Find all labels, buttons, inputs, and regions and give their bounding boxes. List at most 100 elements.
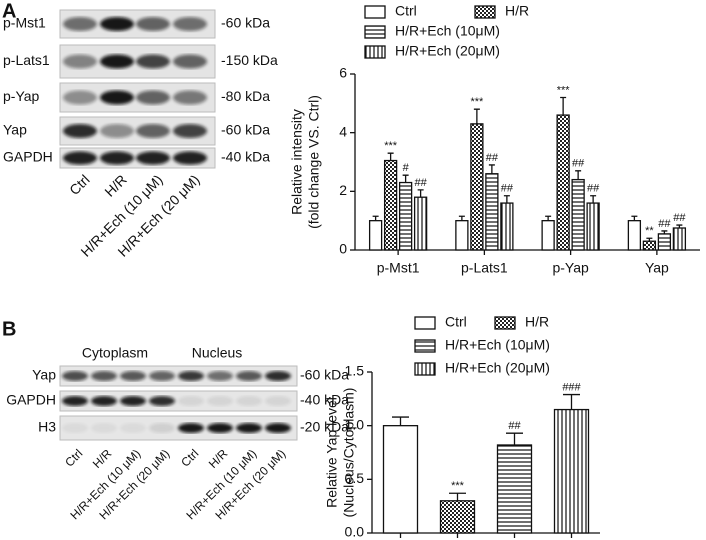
blot-band <box>149 371 175 381</box>
blot-band <box>91 396 117 406</box>
error-bar <box>458 215 465 221</box>
x-tick-label: p-Yap <box>552 260 589 276</box>
blot-band <box>136 54 170 69</box>
bar <box>439 500 476 534</box>
y-tick-label: 0.0 <box>345 524 365 540</box>
blot-band <box>173 54 207 69</box>
bar <box>553 408 590 534</box>
y-axis-label: (fold change VS. Ctrl) <box>306 95 322 229</box>
legend-label: H/R+Ech (20μM) <box>445 360 550 376</box>
blot-band <box>136 17 170 31</box>
blot-band <box>63 151 97 165</box>
bar <box>398 181 413 251</box>
blot-band <box>236 371 262 381</box>
blot-size-label: -40 kDa <box>300 392 349 408</box>
bar <box>556 114 570 251</box>
bar <box>586 202 600 251</box>
blot-band <box>149 423 175 433</box>
blot-band <box>63 90 97 105</box>
blot-row-label: GAPDH <box>3 149 53 165</box>
blot-band <box>178 423 204 433</box>
bar <box>541 220 555 251</box>
legend-label: H/R+Ech (20μM) <box>395 43 500 59</box>
blot-row-label: p-Mst1 <box>3 15 46 31</box>
legend-swatch <box>364 5 386 19</box>
error-bar <box>503 195 510 204</box>
lane-label: Ctrl <box>178 446 201 469</box>
x-tick-label: p-Lats1 <box>461 260 508 276</box>
blot-band <box>178 371 204 381</box>
blot-size-label: -150 kDa <box>221 52 278 68</box>
blot-band <box>173 90 207 105</box>
x-tick-label: Yap <box>645 260 669 276</box>
legend-swatch <box>474 5 496 19</box>
bar <box>413 196 428 251</box>
error-bar <box>575 170 582 180</box>
legend-label: H/R <box>525 314 549 330</box>
y-tick-label: 6 <box>339 65 347 81</box>
blot-size-label: -60 kDa <box>221 122 270 138</box>
error-bar <box>372 215 379 221</box>
blot-band <box>100 90 134 105</box>
legend-label: H/R+Ech (10μM) <box>445 337 550 353</box>
blot-band <box>63 54 97 69</box>
blot-size-label: -80 kDa <box>221 88 270 104</box>
legend-swatch <box>494 316 516 330</box>
blot-band <box>62 371 88 381</box>
error-bar <box>563 393 580 410</box>
blot-band <box>207 423 233 433</box>
y-tick-label: 0.5 <box>345 470 365 486</box>
significance: ## <box>673 212 686 224</box>
legend-label: H/R+Ech (10μM) <box>395 23 500 39</box>
blot-size-label: -40 kDa <box>221 149 270 165</box>
y-axis-label: Relative intensity <box>289 109 305 215</box>
blot-row-label: GAPDH <box>6 392 56 408</box>
blot-band <box>236 396 262 406</box>
blot-size-label: -60 kDa <box>221 15 270 31</box>
blot-band <box>173 124 207 138</box>
blot-band <box>100 124 134 138</box>
blot-band <box>100 17 134 31</box>
blot-band <box>120 423 146 433</box>
blot-band <box>136 151 170 165</box>
significance: # <box>403 162 410 174</box>
blot-band <box>207 371 233 381</box>
blot-band <box>265 423 291 433</box>
significance: ## <box>658 218 671 230</box>
legend-swatch <box>414 316 436 330</box>
significance: ## <box>572 158 585 170</box>
bar <box>382 425 419 534</box>
bar <box>470 123 484 251</box>
error-bar <box>402 174 409 183</box>
error-bar <box>417 189 424 198</box>
error-bar <box>631 215 638 221</box>
blot-band <box>136 90 170 105</box>
bar <box>657 233 672 251</box>
bar <box>485 173 499 251</box>
significance: ** <box>645 225 654 237</box>
panel-label: A <box>2 0 16 22</box>
blot-band <box>62 396 88 406</box>
blot-row-label: Yap <box>32 367 56 383</box>
error-bar <box>646 237 653 242</box>
y-tick-label: 4 <box>339 123 347 139</box>
y-tick-label: 2 <box>339 182 347 198</box>
legend-label: H/R <box>505 3 529 19</box>
group-label: Cytoplasm <box>82 345 148 361</box>
error-bar <box>676 224 683 228</box>
legend-label: Ctrl <box>445 314 467 330</box>
lane-label: Ctrl <box>62 446 85 469</box>
blot-band <box>149 396 175 406</box>
legend-swatch <box>414 339 436 353</box>
blot-band <box>63 17 97 31</box>
legend-label: Ctrl <box>395 3 417 19</box>
legend-swatch <box>414 362 436 376</box>
lane-label: H/R <box>206 446 231 471</box>
y-tick-label: 1.5 <box>345 363 365 379</box>
significance: ## <box>501 183 514 195</box>
blot-row-label: H3 <box>38 419 56 435</box>
bar <box>455 220 469 251</box>
blot-band <box>120 371 146 381</box>
bar <box>627 220 642 251</box>
